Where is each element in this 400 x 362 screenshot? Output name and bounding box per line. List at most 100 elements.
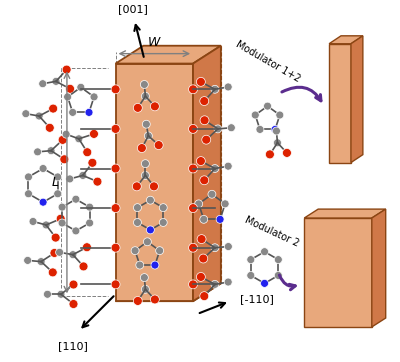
Circle shape [150,295,159,304]
Text: [-110]: [-110] [240,294,274,304]
Circle shape [188,280,198,289]
Circle shape [134,204,142,211]
Circle shape [57,290,65,298]
Circle shape [69,251,77,258]
Circle shape [137,144,146,152]
Circle shape [188,204,198,212]
Circle shape [142,172,149,180]
Circle shape [196,77,205,86]
Circle shape [142,92,149,100]
Circle shape [221,200,229,208]
Circle shape [111,243,120,252]
Circle shape [86,203,94,211]
Circle shape [144,132,152,140]
Circle shape [44,290,52,298]
Circle shape [146,226,154,234]
Circle shape [202,135,211,144]
Circle shape [154,141,163,150]
Circle shape [35,112,43,120]
Circle shape [64,93,72,101]
Circle shape [66,84,74,93]
Circle shape [82,243,91,252]
Text: L: L [52,176,59,189]
Circle shape [211,281,219,288]
Circle shape [196,157,205,165]
Circle shape [188,243,198,252]
Circle shape [22,110,30,118]
Circle shape [54,173,62,181]
Circle shape [214,125,222,133]
Polygon shape [372,209,386,327]
Circle shape [51,233,60,242]
Circle shape [62,65,71,74]
Circle shape [58,135,67,144]
Circle shape [256,126,264,133]
Circle shape [251,111,259,119]
Circle shape [140,80,148,88]
Circle shape [90,130,98,138]
Circle shape [200,116,209,125]
Circle shape [131,247,139,254]
Circle shape [62,130,70,138]
Text: [110]: [110] [58,341,88,351]
Circle shape [247,272,255,279]
Polygon shape [329,36,363,44]
Polygon shape [304,209,386,218]
Text: Modulator 2: Modulator 2 [243,215,300,249]
Circle shape [60,155,69,164]
Circle shape [146,196,154,204]
Circle shape [197,235,206,244]
Circle shape [282,148,292,157]
Circle shape [86,219,94,227]
Circle shape [79,172,87,180]
Circle shape [66,175,74,183]
Polygon shape [304,218,372,327]
Circle shape [150,182,158,191]
Circle shape [200,97,209,105]
Circle shape [151,261,159,269]
Polygon shape [116,46,221,64]
Text: Modulator 1+2: Modulator 1+2 [234,39,302,84]
Circle shape [111,204,120,212]
Circle shape [24,256,32,264]
Circle shape [266,150,274,159]
Circle shape [134,219,142,227]
Circle shape [142,120,150,128]
Circle shape [196,273,205,281]
Circle shape [211,85,219,93]
Circle shape [272,127,280,135]
Circle shape [111,280,120,289]
Circle shape [79,262,88,271]
Circle shape [37,258,45,266]
Circle shape [29,218,37,226]
Circle shape [224,83,232,91]
Circle shape [274,272,282,279]
Circle shape [142,285,149,293]
Circle shape [52,77,60,85]
Circle shape [58,219,66,227]
Circle shape [58,203,66,211]
Polygon shape [193,46,221,301]
Circle shape [224,278,232,286]
Circle shape [195,200,203,208]
Circle shape [143,238,151,246]
Circle shape [208,190,216,198]
Circle shape [188,164,198,173]
Circle shape [45,123,54,132]
Circle shape [24,173,32,181]
Circle shape [90,93,98,101]
Circle shape [47,147,55,155]
Circle shape [211,165,219,172]
Circle shape [75,135,83,143]
Circle shape [150,102,159,111]
Circle shape [224,162,232,170]
Circle shape [39,165,47,172]
Polygon shape [116,64,193,301]
Circle shape [69,300,78,308]
Circle shape [34,148,42,156]
Text: W: W [148,36,160,49]
Circle shape [69,109,77,116]
Circle shape [50,248,59,257]
Circle shape [200,176,209,185]
Circle shape [111,85,120,94]
